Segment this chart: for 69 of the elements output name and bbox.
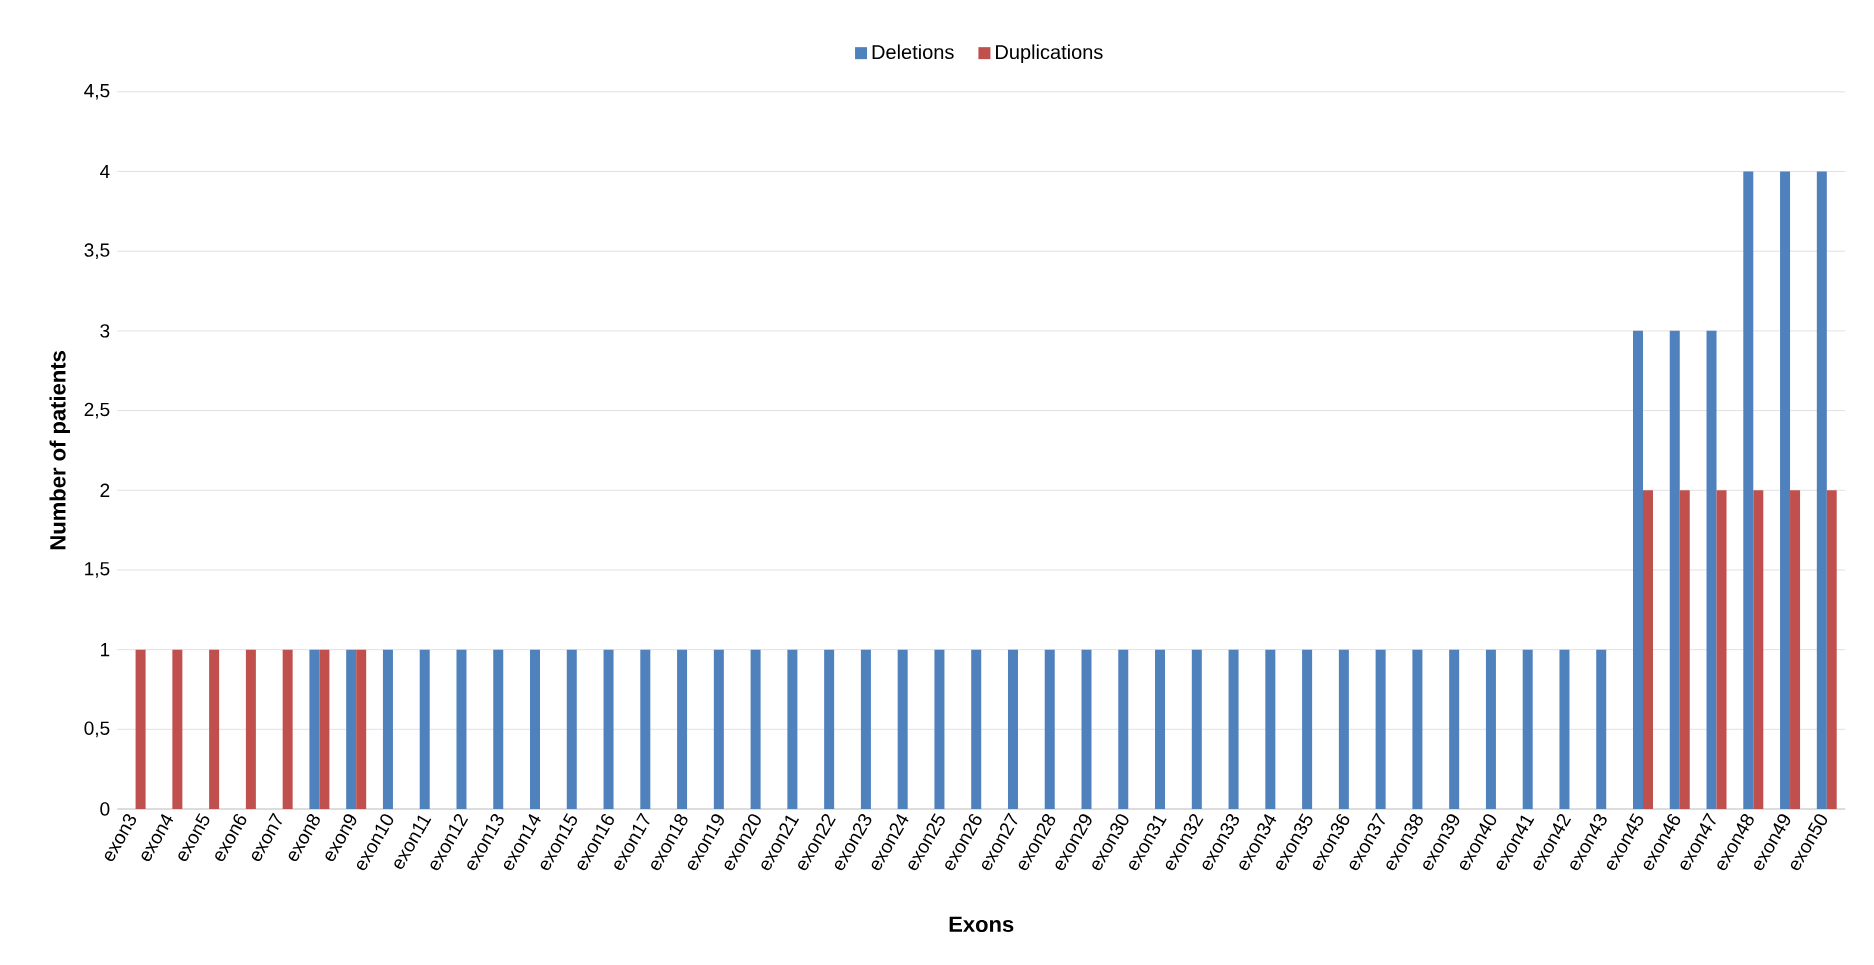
bar xyxy=(1375,649,1386,809)
bar xyxy=(172,649,183,809)
bar xyxy=(346,649,357,809)
legend-label: Duplications xyxy=(996,44,1103,64)
bar xyxy=(1155,649,1166,809)
bar xyxy=(382,649,393,809)
x-axis-title: Exons xyxy=(949,916,1014,932)
bar xyxy=(356,649,367,809)
y-tick-label: 0,5 xyxy=(84,721,110,738)
bar xyxy=(1265,649,1276,809)
bar xyxy=(750,649,761,809)
bar xyxy=(713,649,724,809)
bar xyxy=(493,649,504,809)
bar xyxy=(1559,649,1570,809)
y-tick-label: 3 xyxy=(100,324,110,338)
bar xyxy=(1118,649,1129,809)
bar xyxy=(1228,649,1239,809)
bar xyxy=(1816,171,1827,809)
bar xyxy=(1669,330,1680,809)
y-tick-label: 1,5 xyxy=(85,562,110,578)
bar xyxy=(209,649,220,809)
legend-label: Deletions xyxy=(872,44,954,60)
y-tick-label: 1 xyxy=(101,643,110,657)
bar xyxy=(1191,649,1202,809)
y-tick-label: 0 xyxy=(100,802,110,816)
bar xyxy=(1449,649,1460,809)
y-tick-label: 4 xyxy=(100,164,110,179)
bar xyxy=(603,649,614,809)
bar xyxy=(1596,649,1607,809)
bar xyxy=(1632,330,1643,809)
bar xyxy=(1485,649,1496,809)
bar xyxy=(456,649,467,809)
bar xyxy=(135,649,146,809)
bar xyxy=(677,649,688,809)
bar xyxy=(530,649,541,809)
bar xyxy=(1338,649,1349,809)
bar xyxy=(1679,490,1690,809)
bar xyxy=(1753,490,1764,809)
y-tick-label: 2 xyxy=(100,483,110,497)
bar xyxy=(1412,649,1423,809)
bar xyxy=(860,649,871,809)
bar xyxy=(319,649,330,809)
bar xyxy=(1716,490,1727,809)
bar xyxy=(640,649,651,809)
bar xyxy=(1780,171,1791,809)
bar xyxy=(971,649,982,809)
bar xyxy=(1522,649,1533,809)
bar xyxy=(1642,490,1653,809)
bar xyxy=(897,649,908,809)
bar xyxy=(1081,649,1092,809)
bar xyxy=(1007,649,1018,809)
y-tick-label: 2,5 xyxy=(84,402,110,419)
bar xyxy=(1706,330,1717,809)
bar xyxy=(245,649,256,809)
bar xyxy=(282,649,293,809)
bar xyxy=(1302,649,1313,809)
bar xyxy=(1743,171,1754,809)
bar xyxy=(1790,490,1801,809)
bar xyxy=(1044,649,1055,809)
bar xyxy=(787,649,798,809)
bar xyxy=(1826,490,1837,809)
bar xyxy=(309,649,320,809)
y-tick-label: 3,5 xyxy=(84,243,110,260)
y-axis-title: Number of patients xyxy=(49,351,70,550)
bar xyxy=(566,649,577,809)
bar xyxy=(824,649,835,809)
y-tick-label: 4,5 xyxy=(84,84,110,100)
bar xyxy=(934,649,945,809)
bar xyxy=(419,649,430,809)
